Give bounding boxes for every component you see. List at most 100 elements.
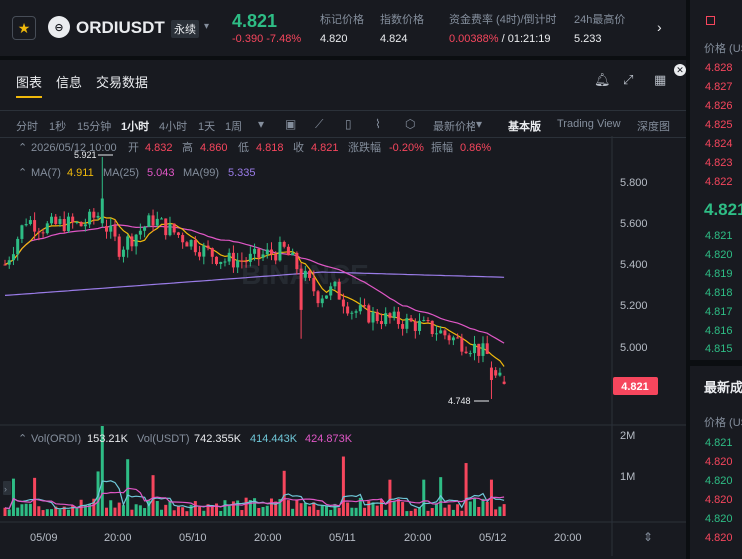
candle (11, 254, 15, 261)
tf-15m[interactable]: 15分钟 (77, 121, 112, 133)
ma-line (4, 215, 505, 367)
expand-icon[interactable]: ⤢ (623, 72, 634, 87)
symbol-name[interactable]: ORDIUSDT (76, 18, 165, 37)
bell-icon[interactable]: 🔔︎ (594, 72, 611, 87)
tf-line[interactable]: 分时 (16, 121, 38, 133)
volume-bar (151, 475, 155, 516)
ask-price[interactable]: 4.823 (705, 157, 733, 169)
line-tool-icon[interactable]: ⟋ (315, 117, 324, 131)
volume-bar (409, 510, 413, 516)
candle (358, 305, 362, 312)
price-type-select[interactable]: 最新价格 (433, 121, 475, 133)
candle (231, 252, 235, 268)
candle (62, 219, 66, 232)
volume-bar (401, 502, 405, 516)
volume-bar (210, 504, 214, 516)
volume-bar (58, 509, 62, 516)
tab-info[interactable]: 信息 (56, 75, 83, 90)
ask-price[interactable]: 4.827 (705, 81, 733, 93)
tf-1s[interactable]: 1秒 (49, 121, 67, 133)
candle (346, 306, 350, 314)
view-tradingview[interactable]: Trading View (557, 118, 621, 130)
ask-price[interactable]: 4.822 (705, 176, 733, 188)
tf-1w[interactable]: 1周 (225, 121, 243, 133)
volume-bar (62, 506, 66, 516)
grid-layout-icon[interactable]: ▦ (654, 72, 667, 87)
stat-value: 0.00388% / 01:21:19 (449, 33, 557, 45)
candle (494, 370, 498, 376)
candle (257, 248, 261, 258)
tf-1h[interactable]: 1小时 (121, 121, 150, 133)
candlestick-chart[interactable]: BINANCE ⌃ 2026/05/12 10:00 开 4.832 高 4.8… (0, 136, 686, 556)
mark-price-stat: 标记价格 4.820 (320, 11, 364, 45)
svg-text:4.832: 4.832 (145, 142, 173, 154)
volume-bar (308, 506, 312, 516)
favorite-star-icon[interactable]: ★ (12, 16, 36, 40)
stat-label: 24h最高价 (574, 14, 626, 26)
candle (20, 225, 24, 239)
tf-1d[interactable]: 1天 (198, 121, 216, 133)
volume-bar (430, 508, 434, 516)
candle (422, 320, 426, 322)
candle (160, 218, 164, 220)
reset-zoom-icon[interactable]: ⇕ (643, 530, 653, 544)
ask-price[interactable]: 4.828 (705, 62, 733, 74)
candle (451, 337, 455, 341)
volume-bar (236, 500, 240, 516)
trades-title[interactable]: 最新成交 (704, 380, 742, 395)
bid-price[interactable]: 4.821 (705, 230, 733, 242)
trade-price: 4.820 (705, 456, 733, 468)
candle (236, 260, 240, 268)
svg-text:Vol(ORDI): Vol(ORDI) (31, 433, 81, 445)
svg-text:4.821: 4.821 (621, 381, 649, 393)
ask-price[interactable]: 4.825 (705, 119, 733, 131)
candle (464, 351, 468, 354)
candle (498, 372, 502, 376)
tab-chart[interactable]: 图表 (16, 72, 43, 98)
close-icon[interactable]: ✕ (674, 64, 686, 76)
chevron-down-icon[interactable]: ▾ (258, 117, 265, 131)
svg-text:MA(99): MA(99) (183, 167, 219, 179)
bid-price[interactable]: 4.815 (705, 343, 733, 355)
ask-price[interactable]: 4.824 (705, 138, 733, 150)
ordi-coin-icon: ⊖ (48, 16, 70, 38)
candle (392, 311, 396, 318)
bid-price[interactable]: 4.817 (705, 306, 733, 318)
view-basic[interactable]: 基本版 (508, 121, 541, 133)
bid-price[interactable]: 4.819 (705, 268, 733, 280)
ask-price[interactable]: 4.826 (705, 100, 733, 112)
bid-price[interactable]: 4.820 (705, 249, 733, 261)
candle (405, 318, 409, 329)
chevron-down-icon[interactable]: ▾ (476, 117, 483, 131)
view-depth[interactable]: 深度图 (637, 121, 670, 133)
settings-icon[interactable]: ⬡ (405, 117, 416, 131)
volume-bar (456, 504, 460, 516)
volume-bar (291, 508, 295, 516)
bid-price[interactable]: 4.816 (705, 325, 733, 337)
stat-value: 5.233 (574, 33, 602, 45)
volume-bar (66, 509, 70, 516)
svg-text:414.443K: 414.443K (250, 433, 298, 445)
candle (151, 215, 155, 226)
indicator-icon[interactable]: ⌇ (375, 117, 381, 131)
orderbook-mode-icon[interactable] (706, 16, 715, 25)
tab-trading-data[interactable]: 交易数据 (96, 75, 149, 90)
bid-price[interactable]: 4.818 (705, 287, 733, 299)
tf-4h[interactable]: 4小时 (159, 121, 188, 133)
chevron-right-icon[interactable]: › (657, 19, 662, 35)
candle (350, 312, 354, 314)
candle (456, 337, 460, 339)
candle (16, 238, 20, 255)
candle-type-icon[interactable]: ▯ (345, 117, 352, 131)
candle (210, 248, 214, 257)
calendar-icon[interactable]: ▣ (285, 117, 297, 131)
volume-bar (24, 503, 28, 516)
chevron-down-icon[interactable]: ▾ (204, 21, 210, 32)
candle (320, 298, 324, 304)
chevron-left-icon[interactable]: › (4, 484, 7, 494)
funding-rate-stat[interactable]: 资金费率 (4时)/倒计时 0.00388% / 01:21:19 (449, 11, 557, 45)
volume-bar (485, 501, 489, 516)
scroll-left-handle[interactable] (3, 481, 11, 495)
volume-bar (257, 507, 261, 516)
volume-bar (282, 470, 286, 516)
